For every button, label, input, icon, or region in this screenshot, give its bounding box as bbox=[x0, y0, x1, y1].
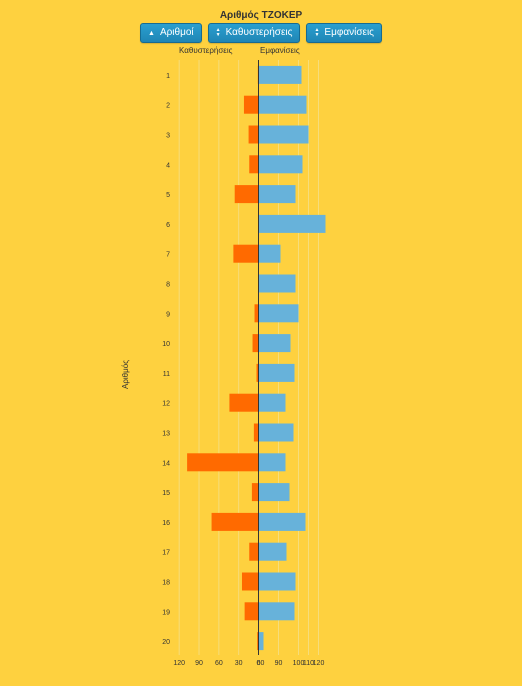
sort-by-delays-button[interactable]: ▲ ▼ Καθυστερήσεις bbox=[207, 23, 301, 43]
appearance-bar bbox=[258, 214, 326, 233]
appearance-bar bbox=[258, 363, 295, 382]
category-label: 8 bbox=[166, 282, 170, 289]
category-label: 10 bbox=[162, 341, 170, 348]
delay-bar bbox=[244, 602, 259, 621]
category-label: 9 bbox=[166, 311, 170, 318]
category-label: 2 bbox=[166, 103, 170, 110]
sort-controls: ▲ Αριθμοί ▲ ▼ Καθυστερήσεις ▲ ▼ Εμφανίσεις bbox=[0, 23, 522, 43]
category-label: 1 bbox=[166, 73, 170, 80]
delay-bar bbox=[254, 304, 259, 323]
category-label: 12 bbox=[162, 401, 170, 408]
appearance-bar bbox=[258, 244, 281, 263]
delay-bar bbox=[257, 632, 259, 651]
appearance-bar bbox=[258, 423, 294, 442]
appearance-bar bbox=[258, 125, 309, 144]
x-tick-label: 90 bbox=[195, 660, 203, 667]
appearance-bar bbox=[258, 483, 290, 502]
x-tick-label: 60 bbox=[257, 660, 265, 667]
chart-title: Αριθμός ΤΖΟΚΕΡ bbox=[219, 10, 303, 21]
category-label: 5 bbox=[166, 192, 170, 199]
delay-bar bbox=[248, 125, 259, 144]
x-tick-label: 60 bbox=[215, 660, 223, 667]
x-tick-label: 100 bbox=[293, 660, 305, 667]
delay-bar bbox=[249, 155, 259, 174]
delays-column-header: Καθυστερήσεις bbox=[179, 46, 233, 55]
sort-by-delays-label: Καθυστερήσεις bbox=[225, 27, 293, 38]
sort-by-number-button[interactable]: ▲ Αριθμοί bbox=[140, 23, 202, 43]
appearance-bar bbox=[258, 512, 306, 531]
category-label: 20 bbox=[162, 639, 170, 646]
delay-bar bbox=[249, 542, 259, 561]
delay-bar bbox=[241, 572, 259, 591]
delay-bar bbox=[251, 483, 259, 502]
delay-bar bbox=[253, 423, 259, 442]
x-tick-label: 90 bbox=[275, 660, 283, 667]
appearance-bar bbox=[258, 304, 299, 323]
appearance-bar bbox=[258, 572, 296, 591]
appearance-bar bbox=[258, 185, 296, 204]
category-label: 4 bbox=[166, 162, 170, 169]
delay-bar bbox=[233, 244, 259, 263]
category-label: 16 bbox=[162, 520, 170, 527]
delay-bar bbox=[252, 334, 259, 353]
category-label: 19 bbox=[162, 609, 170, 616]
delay-bar bbox=[211, 512, 259, 531]
x-tick-label: 110 bbox=[303, 660, 314, 667]
sort-by-number-label: Αριθμοί bbox=[159, 27, 194, 38]
sort-icon: ▲ ▼ bbox=[215, 27, 221, 38]
appearance-bar bbox=[258, 453, 286, 472]
x-tick-label: 30 bbox=[235, 660, 243, 667]
delay-bar bbox=[234, 185, 259, 204]
category-label: 7 bbox=[166, 252, 170, 259]
category-label: 15 bbox=[162, 490, 170, 497]
appearances-column-header: Εμφανίσεις bbox=[260, 46, 300, 55]
category-label: 13 bbox=[162, 431, 170, 438]
sort-by-appearances-label: Εμφανίσεις bbox=[324, 27, 374, 38]
delay-bar bbox=[256, 363, 259, 382]
category-label: 18 bbox=[162, 580, 170, 587]
delay-bar bbox=[187, 453, 259, 472]
category-label: 6 bbox=[166, 222, 170, 229]
appearance-bar bbox=[258, 65, 302, 84]
delay-bar bbox=[229, 393, 259, 412]
appearance-bar bbox=[258, 602, 295, 621]
x-tick-label: 120 bbox=[313, 660, 325, 667]
appearance-bar bbox=[258, 155, 303, 174]
appearance-bar bbox=[258, 334, 291, 353]
sort-icon: ▲ ▼ bbox=[314, 27, 320, 38]
category-label: 3 bbox=[166, 133, 170, 140]
appearance-bar bbox=[258, 632, 264, 651]
appearance-bar bbox=[258, 542, 287, 561]
x-tick-label: 0 bbox=[257, 660, 261, 667]
x-tick-label: 120 bbox=[173, 660, 185, 667]
sort-ascending-icon: ▲ bbox=[148, 29, 155, 37]
appearance-bar bbox=[258, 393, 286, 412]
category-label: 14 bbox=[162, 460, 170, 467]
appearance-bar bbox=[258, 95, 307, 114]
appearance-bar bbox=[258, 274, 296, 293]
delay-bar bbox=[243, 95, 259, 114]
sort-by-appearances-button[interactable]: ▲ ▼ Εμφανίσεις bbox=[306, 23, 382, 43]
category-label: 11 bbox=[163, 371, 170, 378]
category-label: 17 bbox=[162, 550, 170, 557]
